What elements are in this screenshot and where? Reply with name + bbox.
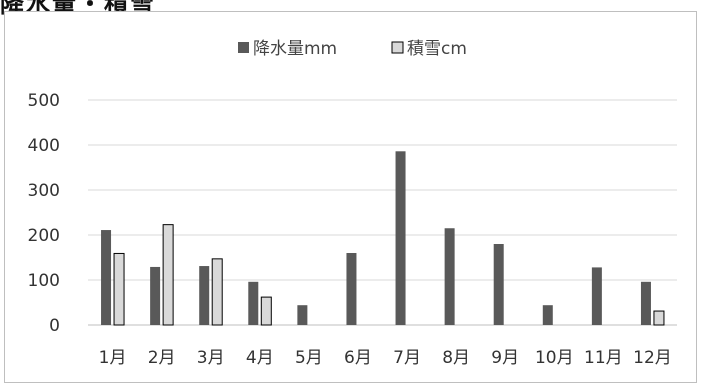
bar-precipitation <box>493 244 504 325</box>
y-axis-labels: 0 100 200 300 400 500 <box>28 91 60 336</box>
bar-precipitation <box>199 266 210 325</box>
legend-label: 降水量mm <box>253 39 337 59</box>
x-tick-label: 9月 <box>491 348 519 368</box>
bar-precipitation <box>591 267 602 325</box>
x-tick-label: 7月 <box>393 348 421 368</box>
x-tick-label: 12月 <box>633 348 672 368</box>
bar-snow <box>211 258 223 326</box>
bar-precipitation <box>248 281 259 325</box>
legend: 降水量mm 積雪cm <box>238 39 467 59</box>
bar-snow <box>162 224 174 326</box>
x-tick-label: 3月 <box>197 348 225 368</box>
bar-snow <box>653 310 665 326</box>
y-tick-label: 0 <box>49 316 60 336</box>
gridlines <box>88 99 677 326</box>
y-tick-label: 400 <box>28 136 60 156</box>
y-tick-label: 500 <box>28 91 60 111</box>
x-tick-label: 10月 <box>535 348 574 368</box>
y-tick-label: 300 <box>28 181 60 201</box>
bar-precipitation <box>395 151 406 325</box>
bar-precipitation <box>444 228 455 325</box>
x-tick-label: 2月 <box>148 348 176 368</box>
legend-swatch <box>238 42 249 53</box>
x-tick-label: 1月 <box>99 348 127 368</box>
x-axis-labels: 1月 2月 3月 4月 5月 6月 7月 8月 9月 10月 11月 12月 <box>99 348 672 368</box>
y-tick-label: 100 <box>28 271 60 291</box>
y-tick-label: 200 <box>28 226 60 246</box>
x-tick-label: 8月 <box>442 348 470 368</box>
bar-snow <box>260 296 272 326</box>
x-tick-label: 4月 <box>246 348 274 368</box>
legend-label: 積雪cm <box>407 39 467 59</box>
x-tick-label: 11月 <box>584 348 623 368</box>
bar-precipitation <box>101 230 112 325</box>
bar-precipitation <box>297 305 308 325</box>
bar-precipitation <box>346 253 357 325</box>
legend-swatch <box>391 41 404 54</box>
x-tick-label: 6月 <box>344 348 372 368</box>
bar-precipitation <box>150 266 161 325</box>
x-tick-label: 5月 <box>295 348 323 368</box>
bar-precipitation <box>640 281 651 325</box>
bars <box>101 151 665 326</box>
bar-precipitation <box>542 305 553 325</box>
bar-snow <box>113 252 125 326</box>
